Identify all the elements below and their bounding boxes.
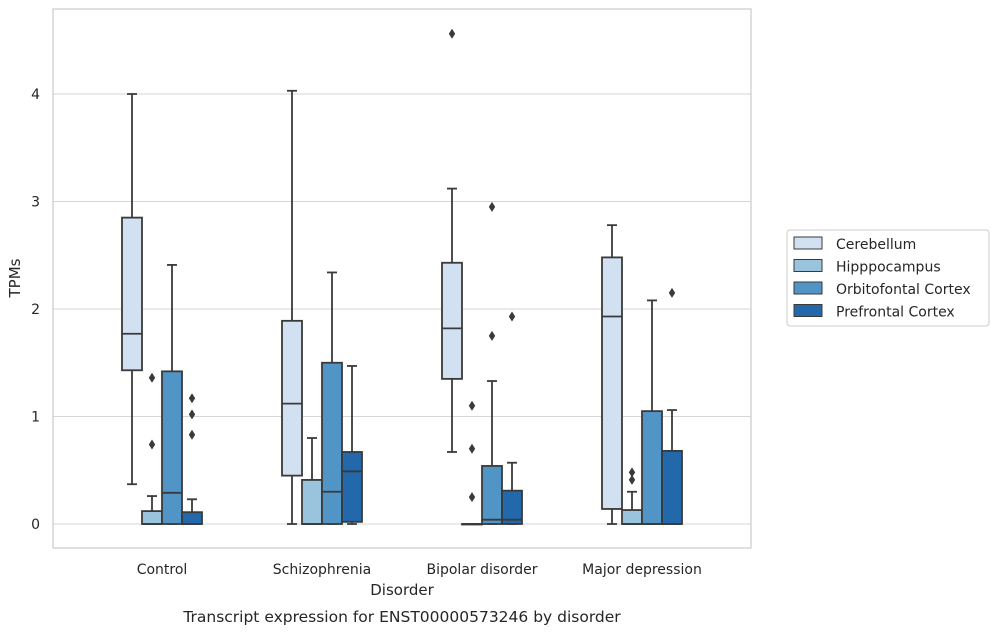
legend-frame: [786, 229, 990, 327]
x-tick-label: Schizophrenia: [273, 562, 371, 578]
box-body: [321, 361, 343, 525]
box-body: [441, 261, 463, 380]
y-tick-labels: 0 1 2 3 4: [31, 87, 40, 533]
outlier-point: [448, 28, 456, 39]
y-tick-label: 0: [31, 517, 40, 533]
box-orbitofontal-cortex: [641, 299, 663, 525]
box-body: [501, 489, 523, 525]
boxes: [121, 28, 683, 526]
outlier-point: [488, 330, 496, 341]
legend-swatch: [793, 304, 823, 317]
box-body: [141, 510, 163, 525]
legend-swatch: [793, 236, 823, 250]
y-tick-label: 1: [31, 410, 40, 426]
outlier-point: [668, 287, 676, 298]
legend: Cerebellum Hipppocampus Orbitofontal Corte…: [786, 229, 990, 327]
box-body: [121, 216, 143, 372]
y-axis-label: TPMs: [6, 258, 24, 298]
x-tick-label: Control: [137, 562, 188, 578]
box-body: [641, 410, 663, 525]
outlier-point: [468, 492, 476, 503]
legend-label: Prefrontal Cortex: [836, 305, 955, 321]
box-body: [661, 449, 683, 525]
box-hipppocampus: [141, 372, 163, 525]
legend-label: Hipppocampus: [836, 260, 941, 276]
box-prefrontal-cortex: [181, 393, 203, 525]
box-cerebellum: [121, 93, 143, 486]
box-body: [601, 256, 623, 510]
box-orbitofontal-cortex: [321, 271, 343, 525]
box-orbitofontal-cortex: [481, 201, 503, 525]
outlier-point: [468, 443, 476, 454]
box-prefrontal-cortex: [341, 365, 363, 525]
outlier-point: [628, 474, 636, 485]
legend-label: Cerebellum: [836, 237, 916, 253]
box-body: [281, 319, 303, 477]
box-cerebellum: [281, 89, 303, 525]
box-body: [481, 465, 503, 525]
x-axis-label: Disorder: [370, 581, 434, 599]
outlier-point: [488, 201, 496, 212]
outlier-point: [148, 439, 156, 450]
x-tick-labels: Control Schizophrenia Bipolar disorder Majo…: [137, 562, 702, 578]
outlier-point: [188, 429, 196, 440]
outlier-point: [468, 400, 476, 411]
box-cerebellum: [601, 224, 623, 525]
outlier-point: [628, 467, 636, 478]
outlier-point: [148, 372, 156, 383]
box-prefrontal-cortex: [661, 287, 683, 525]
box-prefrontal-cortex: [501, 311, 523, 525]
box-hipppocampus: [621, 467, 643, 525]
x-tick-label: Bipolar disorder: [426, 562, 537, 578]
box-body: [301, 479, 323, 525]
legend-label: Orbitofontal Cortex: [836, 282, 971, 298]
box-body: [161, 370, 183, 525]
y-tick-label: 2: [31, 302, 40, 318]
outlier-point: [508, 311, 516, 322]
legend-swatch: [793, 281, 823, 295]
box-hipppocampus: [301, 437, 323, 525]
chart-caption: Transcript expression for ENST0000057324…: [182, 608, 621, 626]
y-tick-label: 4: [31, 87, 40, 103]
box-body: [181, 511, 203, 525]
box-hipppocampus: [461, 400, 483, 526]
box-cerebellum: [441, 28, 463, 453]
legend-swatch: [793, 259, 823, 272]
legend-items: Cerebellum Hipppocampus Orbitofontal Corte…: [793, 236, 971, 321]
outlier-point: [188, 393, 196, 404]
outlier-point: [188, 409, 196, 420]
box-body: [621, 509, 643, 525]
box-orbitofontal-cortex: [161, 264, 183, 525]
y-tick-label: 3: [31, 195, 40, 211]
plot-frame: [52, 8, 752, 549]
box-body: [341, 451, 363, 523]
x-tick-label: Major depression: [582, 562, 702, 578]
